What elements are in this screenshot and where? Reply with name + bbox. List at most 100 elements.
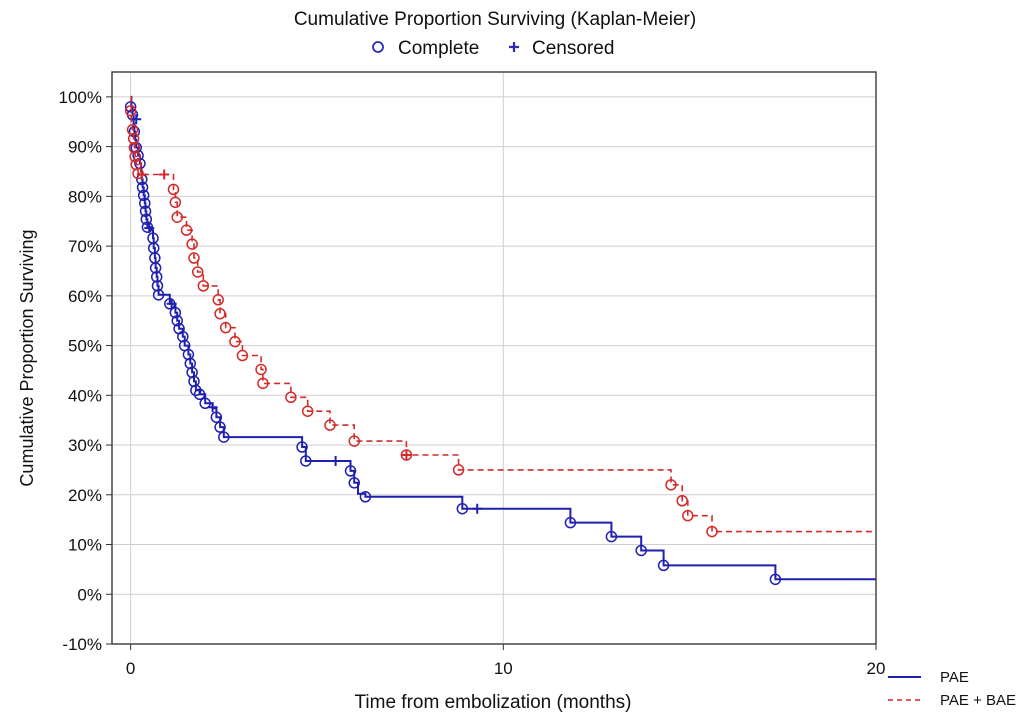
x-axis-label: Time from embolization (months): [355, 692, 632, 713]
y-tick-label: 30%: [68, 436, 102, 455]
y-tick-label: 50%: [68, 337, 102, 356]
pae-censored-marker: [144, 223, 155, 234]
y-axis-label: Cumulative Proportion Surviving: [17, 229, 37, 486]
pae-complete-marker: [344, 465, 357, 477]
pae-bae-complete-marker: [301, 405, 314, 417]
pae-complete-marker: [199, 397, 211, 410]
pae-censored-marker: [207, 402, 218, 413]
censored-legend-marker: [509, 42, 519, 52]
y-tick-label: 10%: [68, 536, 102, 555]
y-tick-label: 70%: [68, 237, 102, 256]
y-tick-label: 100%: [59, 88, 102, 107]
pae-censored-marker: [330, 455, 341, 466]
series-legend: PAE PAE + BAE: [888, 669, 1016, 709]
y-axis-ticks: -10% 0% 10% 20% 30% 40% 50% 60% 70% 80% 90% 100%: [59, 88, 112, 654]
pae-complete-marker: [149, 262, 162, 274]
pae-bae-complete-marker: [665, 479, 677, 491]
pae-complete-marker: [150, 271, 163, 283]
pae-bae-complete-marker: [167, 183, 180, 196]
y-tick-label: 40%: [68, 386, 102, 405]
pae-complete-marker: [210, 411, 223, 423]
pae-complete-marker: [296, 441, 308, 453]
y-tick-label: 0%: [77, 585, 102, 604]
pae-censored-marker: [472, 503, 483, 514]
pae-complete-marker: [151, 280, 164, 292]
pae-bae-censored-marker: [159, 169, 170, 180]
pae-bae-complete-marker: [186, 238, 198, 250]
pae-complete-marker: [348, 477, 360, 489]
pae-bae-complete-marker: [188, 252, 200, 264]
plot-frame: [111, 71, 877, 645]
y-tick-label: 90%: [68, 138, 102, 157]
pae-complete-marker: [140, 213, 153, 225]
pae-complete-marker: [169, 306, 182, 319]
pae-bae-complete-marker: [257, 377, 269, 390]
pae-bae-complete-marker: [171, 211, 183, 223]
pae-legend-label: PAE: [940, 669, 969, 686]
pae-bae-complete-marker: [126, 123, 139, 136]
censored-legend-label: Censored: [532, 38, 614, 59]
pae-complete-marker: [218, 431, 230, 443]
pae-bae-complete-marker: [255, 363, 267, 376]
pae-bae-complete-marker: [214, 307, 226, 320]
y-tick-label: 20%: [68, 486, 102, 505]
pae-bae-complete-marker: [124, 105, 137, 117]
pae-bae-series: [124, 96, 876, 538]
pae-complete-marker: [605, 530, 618, 543]
plot-frame-overlay: [111, 71, 877, 645]
complete-legend-marker: [372, 41, 384, 53]
x-tick-label: 20: [867, 659, 886, 678]
pae-complete-marker: [190, 384, 202, 397]
pae-bae-complete-marker: [348, 435, 360, 447]
pae-bae-complete-marker: [128, 141, 141, 154]
y-tick-label: -10%: [62, 635, 102, 654]
x-axis-ticks: 0 10 20: [126, 644, 886, 678]
pae-bae-complete-marker: [169, 196, 182, 209]
pae-complete-marker: [300, 455, 312, 467]
plot-area: [111, 71, 877, 645]
pae-bae-complete-marker: [212, 294, 224, 306]
pae-complete-marker: [456, 502, 469, 515]
pae-bae-complete-marker: [129, 150, 141, 163]
x-tick-label: 0: [126, 659, 135, 678]
pae-bae-complete-marker: [180, 224, 193, 236]
pae-complete-marker: [214, 421, 226, 433]
pae-complete-marker: [139, 197, 151, 210]
pae-bae-complete-marker: [236, 349, 249, 362]
pae-complete-marker: [137, 189, 150, 202]
pae-bae-legend-label: PAE + BAE: [940, 692, 1016, 709]
pae-bae-complete-marker: [452, 464, 465, 476]
pae-censored-marker: [166, 298, 177, 309]
pae-complete-marker: [635, 544, 647, 557]
pae-complete-marker: [139, 205, 152, 218]
pae-bae-censored-marker: [401, 449, 412, 460]
pae-complete-marker: [136, 181, 149, 194]
pae-bae-complete-marker: [676, 495, 688, 507]
y-tick-label: 80%: [68, 187, 102, 206]
pae-bae-censored-marker: [136, 169, 147, 180]
pae-bae-complete-marker: [285, 391, 297, 404]
pae-bae-complete-marker: [324, 419, 336, 431]
chart-title: Cumulative Proportion Surviving (Kaplan-…: [294, 9, 696, 30]
x-tick-label: 10: [494, 659, 513, 678]
pae-complete-marker: [359, 491, 372, 503]
marker-legend: Complete Censored: [372, 38, 614, 59]
pae-complete-marker: [171, 314, 183, 327]
y-tick-label: 60%: [68, 287, 102, 306]
series-layer: [124, 95, 876, 586]
pae-bae-complete-marker: [197, 280, 210, 292]
pae-complete-marker: [152, 289, 165, 301]
pae-bae-complete-marker: [191, 266, 204, 278]
complete-legend-label: Complete: [398, 38, 479, 59]
pae-bae-complete-marker: [706, 525, 718, 538]
pae-bae-complete-marker: [682, 509, 694, 522]
pae-bae-complete-marker: [219, 321, 232, 334]
pae-complete-marker: [657, 559, 670, 572]
pae-complete-marker: [769, 573, 782, 586]
pae-complete-marker: [564, 516, 577, 529]
pae-bae-complete-marker: [229, 335, 241, 348]
pae-censored-marker: [131, 114, 142, 125]
pae-bae-complete-marker: [127, 132, 140, 145]
pae-complete-marker: [193, 388, 206, 401]
